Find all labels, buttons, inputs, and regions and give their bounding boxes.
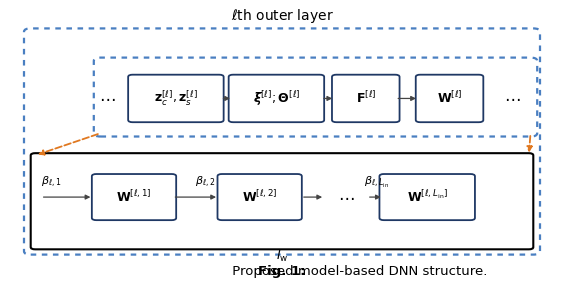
FancyBboxPatch shape: [128, 75, 224, 122]
Text: Proposed model-based DNN structure.: Proposed model-based DNN structure.: [228, 265, 487, 278]
FancyBboxPatch shape: [228, 75, 324, 122]
Text: $\beta_{\ell,2}$: $\beta_{\ell,2}$: [195, 175, 215, 190]
Text: $\mathbf{W}^{[\ell]}$: $\mathbf{W}^{[\ell]}$: [437, 90, 462, 106]
Text: $I_{\mathrm{w}}$: $I_{\mathrm{w}}$: [276, 249, 288, 263]
Text: $\boldsymbol{\xi}^{[\ell]}; \boldsymbol{\Theta}^{[\ell]}$: $\boldsymbol{\xi}^{[\ell]}; \boldsymbol{…: [253, 89, 300, 108]
Text: $\mathbf{W}^{[\ell,L_{\mathrm{in}}]}$: $\mathbf{W}^{[\ell,L_{\mathrm{in}}]}$: [407, 189, 448, 205]
Text: $\mathbf{W}^{[\ell,1]}$: $\mathbf{W}^{[\ell,1]}$: [116, 189, 152, 205]
FancyBboxPatch shape: [30, 153, 534, 249]
Text: $\beta_{\ell,1}$: $\beta_{\ell,1}$: [41, 175, 61, 190]
Text: $\beta_{\ell,L_{\mathrm{in}}}$: $\beta_{\ell,L_{\mathrm{in}}}$: [364, 175, 389, 190]
FancyBboxPatch shape: [416, 75, 483, 122]
FancyBboxPatch shape: [92, 174, 176, 220]
Text: Fig. 1:: Fig. 1:: [258, 265, 306, 278]
Text: $\mathbf{z}_c^{[\ell]}, \mathbf{z}_s^{[\ell]}$: $\mathbf{z}_c^{[\ell]}, \mathbf{z}_s^{[\…: [154, 89, 198, 108]
Text: $\cdots$: $\cdots$: [99, 90, 116, 108]
FancyBboxPatch shape: [24, 28, 540, 255]
Text: $\cdots$: $\cdots$: [504, 90, 521, 108]
FancyBboxPatch shape: [218, 174, 302, 220]
FancyBboxPatch shape: [380, 174, 475, 220]
Text: $\ell$th outer layer: $\ell$th outer layer: [231, 7, 333, 25]
FancyBboxPatch shape: [94, 57, 537, 136]
Text: $\cdots$: $\cdots$: [338, 188, 355, 206]
Text: $\mathbf{W}^{[\ell,2]}$: $\mathbf{W}^{[\ell,2]}$: [242, 189, 277, 205]
FancyBboxPatch shape: [332, 75, 399, 122]
Text: $\mathbf{F}^{[\ell]}$: $\mathbf{F}^{[\ell]}$: [355, 90, 376, 106]
